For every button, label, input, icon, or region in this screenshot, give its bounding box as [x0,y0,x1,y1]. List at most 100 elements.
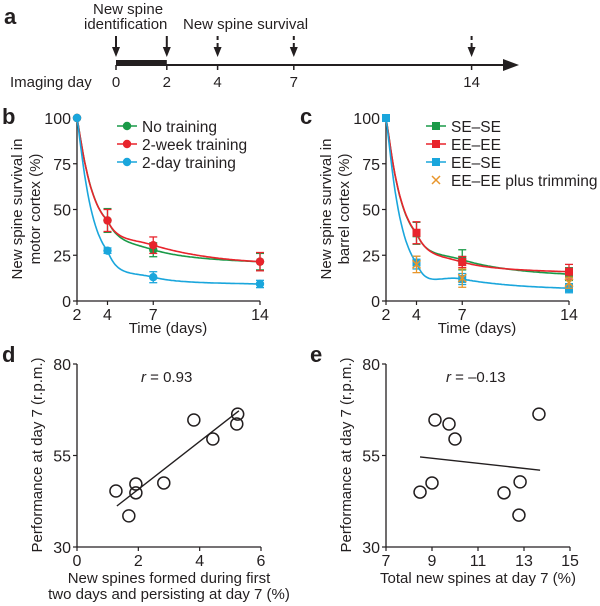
data-point-cross [457,273,467,283]
x-tick-label: 9 [428,553,437,570]
data-point [72,113,82,123]
label-imaging-day: Imaging day [10,74,92,91]
legend-marker [432,122,440,130]
x-tick-label: 0 [73,553,82,570]
scatter-point [513,475,527,489]
panel-e-scatter: e 30 55 80 7 9 11 13 15 r = –0.13 Performance a… [310,342,579,587]
b-ylabel-line1: New spine survival in [9,139,26,280]
x-tick-label: 14 [251,307,269,324]
scatter-point [230,417,244,431]
legend-label: SE–SE [451,119,501,136]
scatter-point [129,477,143,491]
scatter-point [442,417,456,431]
legend-item: 2-week training [117,137,247,154]
x-tick-label: 4 [103,307,112,324]
d-r-symbol: r [141,369,147,386]
label-identification-line1: New spine [93,1,163,18]
x-tick-label: 2 [134,553,143,570]
scatter-point [129,486,143,500]
timeline-day-label: 14 [463,74,480,91]
e-r-symbol: r [446,369,452,386]
e-ylabel: Performance at day 7 (r.p.m.) [338,357,355,552]
y-tick-label: 55 [53,449,71,466]
data-point [412,228,421,237]
legend-item: EE–EE [426,137,501,154]
y-tick-label: 100 [44,111,71,128]
e-r-value: = –0.13 [451,369,506,386]
legend-item: SE–SE [426,119,501,136]
y-tick-label: 30 [362,540,380,557]
data-point [103,246,112,255]
panel-letter-b: b [2,104,15,129]
scatter-point [187,413,201,427]
x-tick-label: 15 [561,553,579,570]
x-tick-label: 6 [257,553,266,570]
c-xlabel: Time (days) [438,320,517,337]
scatter-point [157,476,171,490]
legend-item: EE–EE plus trimming [431,173,597,190]
regression-line [419,456,541,471]
scatter-point [230,407,245,421]
legend-label: EE–EE plus trimming [451,173,597,190]
y-tick-label: 80 [362,357,380,374]
scatter-point [532,407,546,421]
data-point [382,114,390,122]
timeline-day-label: 0 [112,74,120,91]
y-tick-label: 25 [362,248,380,265]
panel-a-timeline: a New spine identification New spine sur… [4,1,519,91]
cross-stroke [457,273,467,283]
b-ylabel-line2: motor cortex (%) [27,154,44,265]
scatter-point [206,432,220,446]
scatter-point [428,413,442,427]
c-ylabel-line1: New spine survival in [318,139,335,280]
legend-label: 2-day training [142,155,236,172]
arrow-head-icon [467,47,476,57]
d-xlabel-line1: New spines formed during first [68,570,271,587]
x-tick-label: 7 [458,307,467,324]
y-tick-label: 50 [53,203,71,220]
arrow-head-icon [289,47,298,57]
regression-line [116,410,240,507]
panel-d-scatter: d 30 55 80 0 2 4 6 r = 0.93 Performance at day… [2,342,290,603]
legend-label: No training [142,119,217,136]
d-ylabel: Performance at day 7 (r.p.m.) [29,357,46,552]
legend-marker [432,140,440,148]
data-point [255,279,265,289]
legend-marker [122,121,132,131]
x-tick-label: 7 [149,307,158,324]
panel-letter-d: d [2,342,15,367]
c-ylabel-line2: barrel cortex (%) [336,154,353,265]
x-tick-label: 4 [195,553,204,570]
x-tick-label: 11 [470,553,487,570]
y-tick-label: 100 [353,111,380,128]
timeline-day-label: 4 [213,74,221,91]
y-tick-label: 0 [371,294,380,311]
y-tick-label: 75 [53,157,71,174]
timeline-day-label: 2 [163,74,171,91]
y-tick-label: 30 [53,540,71,557]
data-point [149,240,158,250]
arrow-head-icon [162,47,171,57]
scatter-point [413,485,427,499]
y-tick-label: 0 [62,294,71,311]
y-tick-label: 80 [53,357,71,374]
d-r-value: = 0.93 [146,369,192,386]
x-tick-label: 13 [515,553,533,570]
data-point [565,267,573,276]
scatter-point [425,476,439,490]
scatter-point [109,484,123,498]
y-tick-label: 75 [362,157,380,174]
label-identification-line2: identification [84,16,167,33]
cross-stroke [564,278,574,288]
x-tick-label: 14 [560,307,578,324]
cross-stroke [411,259,422,269]
legend-marker [431,175,441,185]
timeline-day-label: 7 [290,74,298,91]
legend-item: EE–SE [426,155,501,172]
y-tick-label: 25 [53,248,71,265]
legend-item: No training [117,119,217,136]
identification-period-bar [116,60,167,66]
legend-marker [122,139,132,149]
